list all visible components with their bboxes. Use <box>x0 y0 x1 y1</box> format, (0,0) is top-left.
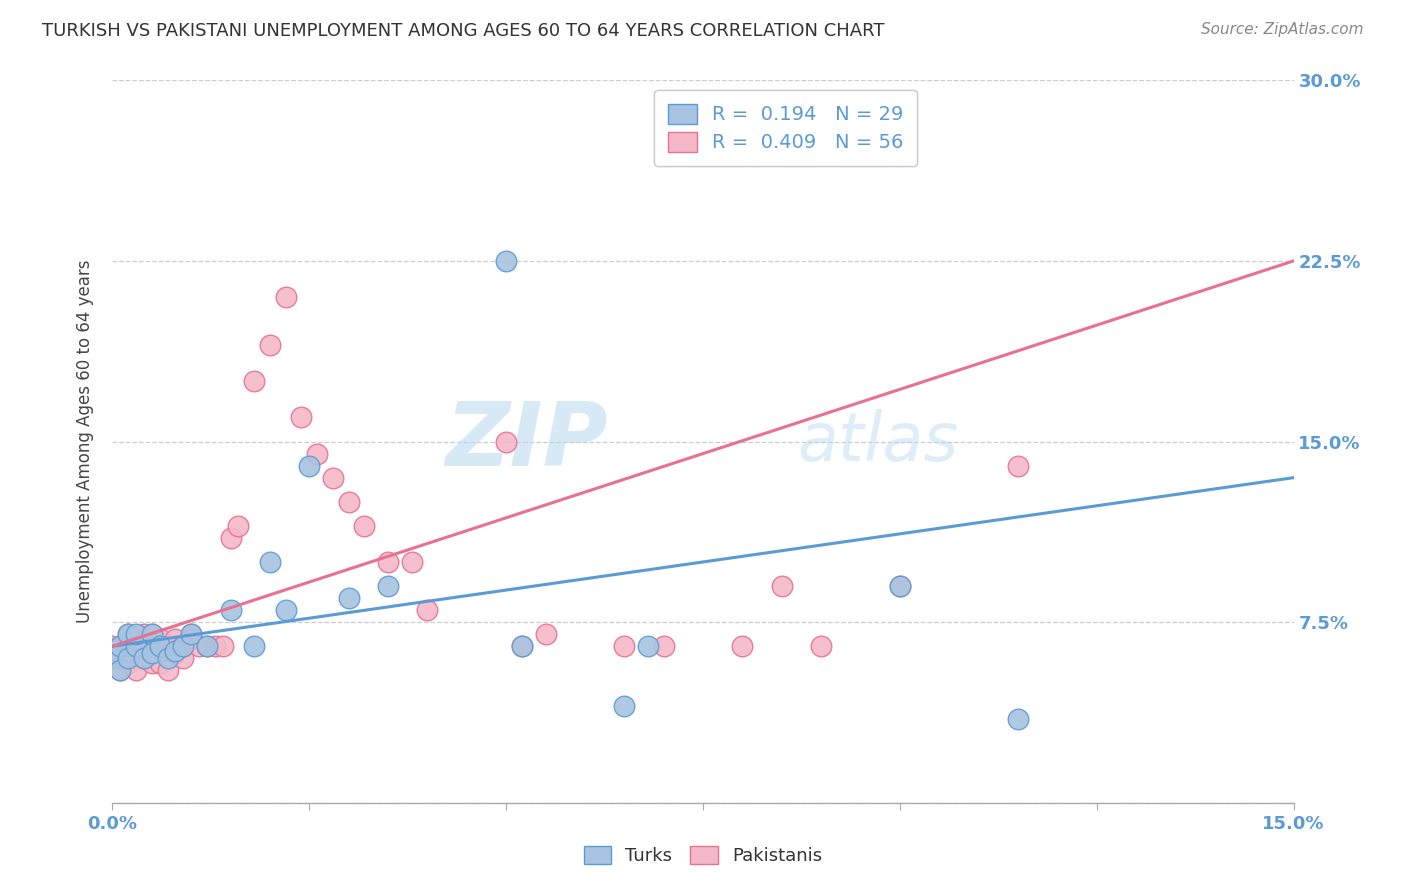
Point <box>652 639 675 653</box>
Point <box>259 555 281 569</box>
Point <box>416 603 439 617</box>
Point <box>377 579 399 593</box>
Point <box>377 555 399 569</box>
Point <box>188 639 211 653</box>
Point <box>401 555 423 569</box>
Point <box>180 627 202 641</box>
Point <box>534 627 557 641</box>
Point <box>141 656 163 670</box>
Y-axis label: Unemployment Among Ages 60 to 64 years: Unemployment Among Ages 60 to 64 years <box>76 260 94 624</box>
Point <box>322 470 344 484</box>
Point <box>1007 458 1029 473</box>
Point <box>211 639 233 653</box>
Point <box>101 651 124 665</box>
Point <box>101 651 124 665</box>
Text: atlas: atlas <box>797 409 959 475</box>
Point <box>156 639 179 653</box>
Point <box>149 639 172 653</box>
Point <box>117 627 139 641</box>
Point <box>613 699 636 714</box>
Point <box>770 579 793 593</box>
Point <box>692 145 714 160</box>
Point <box>141 647 163 661</box>
Point <box>117 651 139 665</box>
Point <box>274 290 297 304</box>
Point <box>307 446 329 460</box>
Point <box>172 639 194 653</box>
Legend: R =  0.194   N = 29, R =  0.409   N = 56: R = 0.194 N = 29, R = 0.409 N = 56 <box>654 90 917 166</box>
Point <box>219 603 242 617</box>
Point <box>156 664 179 678</box>
Point <box>172 651 194 665</box>
Point <box>495 253 517 268</box>
Point <box>125 639 148 653</box>
Point <box>243 639 266 653</box>
Point <box>889 579 911 593</box>
Point <box>110 664 132 678</box>
Point <box>141 627 163 641</box>
Point <box>117 639 139 653</box>
Point <box>132 651 155 665</box>
Point <box>195 639 218 653</box>
Point <box>110 647 132 661</box>
Point <box>243 374 266 388</box>
Point <box>337 494 360 508</box>
Point <box>810 639 832 653</box>
Point <box>204 639 226 653</box>
Point <box>195 639 218 653</box>
Point <box>165 644 187 658</box>
Point <box>637 639 659 653</box>
Point <box>1007 712 1029 726</box>
Text: ZIP: ZIP <box>446 398 609 485</box>
Point <box>259 338 281 352</box>
Point <box>156 651 179 665</box>
Point <box>172 639 194 653</box>
Point <box>298 458 321 473</box>
Point <box>149 632 172 646</box>
Legend: Turks, Pakistanis: Turks, Pakistanis <box>575 837 831 874</box>
Point <box>141 627 163 641</box>
Point <box>353 518 375 533</box>
Point <box>125 632 148 646</box>
Point <box>180 627 202 641</box>
Point <box>290 410 312 425</box>
Point <box>149 656 172 670</box>
Point <box>180 632 202 646</box>
Point <box>132 651 155 665</box>
Point <box>731 639 754 653</box>
Text: Source: ZipAtlas.com: Source: ZipAtlas.com <box>1201 22 1364 37</box>
Point <box>117 627 139 641</box>
Point <box>219 531 242 545</box>
Point <box>141 639 163 653</box>
Point <box>274 603 297 617</box>
Point <box>125 627 148 641</box>
Point <box>510 639 533 653</box>
Point <box>165 632 187 646</box>
Point <box>110 664 132 678</box>
Point <box>132 639 155 653</box>
Point <box>165 647 187 661</box>
Point <box>495 434 517 449</box>
Point <box>101 639 124 653</box>
Point <box>110 639 132 653</box>
Point <box>125 639 148 653</box>
Point <box>613 639 636 653</box>
Point <box>110 639 132 653</box>
Point <box>149 644 172 658</box>
Point <box>125 664 148 678</box>
Point <box>117 656 139 670</box>
Point <box>228 518 250 533</box>
Text: TURKISH VS PAKISTANI UNEMPLOYMENT AMONG AGES 60 TO 64 YEARS CORRELATION CHART: TURKISH VS PAKISTANI UNEMPLOYMENT AMONG … <box>42 22 884 40</box>
Point <box>889 579 911 593</box>
Point <box>337 591 360 605</box>
Point <box>132 627 155 641</box>
Point <box>510 639 533 653</box>
